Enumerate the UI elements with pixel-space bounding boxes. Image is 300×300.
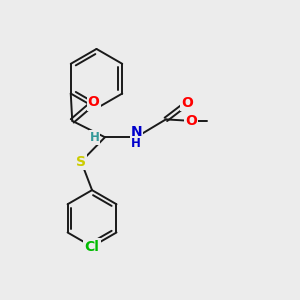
Text: H: H: [90, 131, 100, 144]
Text: O: O: [181, 96, 193, 110]
Text: N: N: [130, 125, 142, 139]
Text: S: S: [76, 154, 86, 169]
Text: H: H: [131, 137, 141, 150]
Text: O: O: [88, 95, 100, 110]
Text: O: O: [185, 114, 197, 128]
Text: Cl: Cl: [85, 240, 100, 254]
